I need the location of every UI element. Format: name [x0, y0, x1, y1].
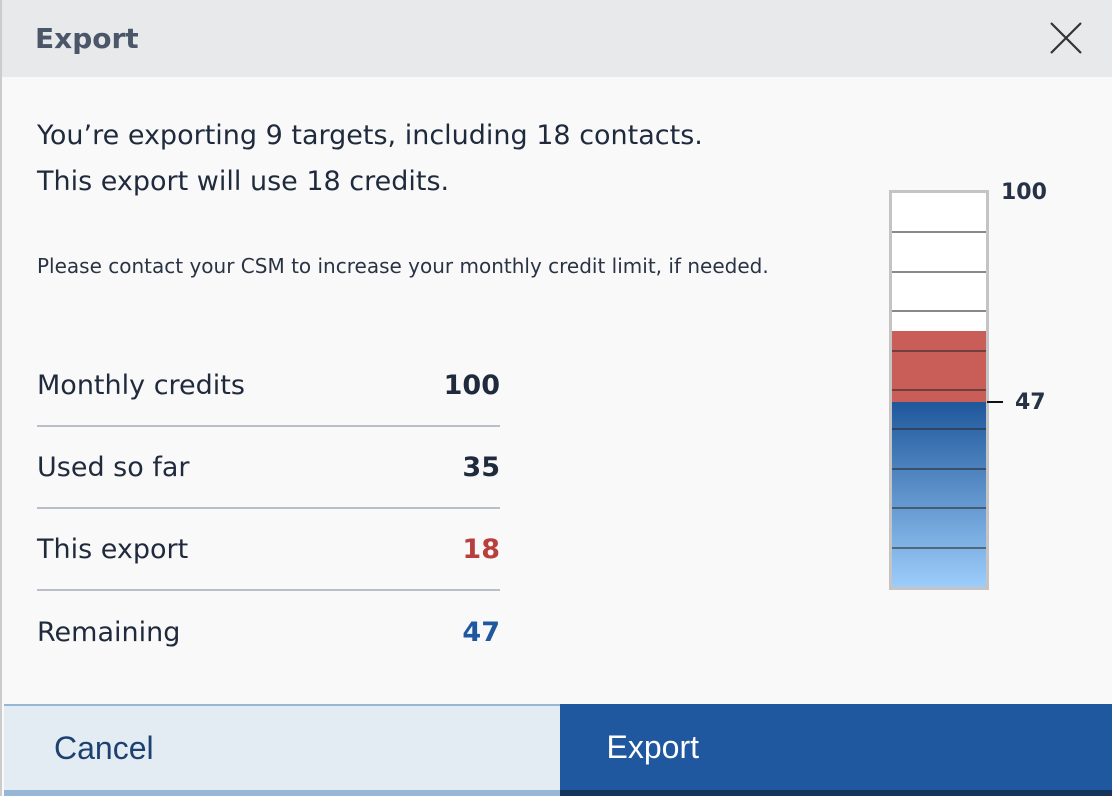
export-summary: You’re exporting 9 targets, including 18… [37, 113, 703, 205]
gauge-max-label: 100 [1001, 180, 1047, 205]
gauge-tick [892, 389, 986, 391]
gauge-remaining-marker [987, 400, 1003, 403]
summary-line-1: You’re exporting 9 targets, including 18… [37, 120, 703, 151]
credit-gauge [889, 190, 989, 590]
row-label: Used so far [37, 451, 190, 483]
csm-note: Please contact your CSM to increase your… [37, 254, 769, 278]
export-button[interactable]: Export [559, 704, 1112, 796]
row-value: 35 [462, 451, 500, 483]
gauge-tick [892, 546, 986, 549]
credits-table: Monthly credits 100 Used so far 35 This ex… [37, 345, 500, 673]
dialog-title: Export [35, 22, 139, 55]
credits-row-this-export: This export 18 [37, 509, 500, 591]
gauge-tick [892, 310, 986, 313]
gauge-tick [892, 467, 986, 470]
row-value: 47 [462, 616, 500, 648]
gauge-tick [892, 428, 986, 431]
row-value: 18 [462, 533, 500, 565]
gauge-this-export-fill [892, 330, 986, 402]
dialog-footer: Cancel Export [4, 704, 1112, 796]
row-label: Remaining [37, 616, 181, 648]
credits-row-monthly: Monthly credits 100 [37, 345, 500, 427]
summary-line-2: This export will use 18 credits. [37, 166, 450, 197]
gauge-tick [892, 349, 986, 352]
credits-row-remaining: Remaining 47 [37, 591, 500, 673]
gauge-remaining-label: 47 [1015, 389, 1046, 415]
credits-row-used: Used so far 35 [37, 427, 500, 509]
gauge-remaining-fill [892, 401, 986, 587]
row-value: 100 [443, 369, 500, 401]
close-icon[interactable] [1048, 20, 1084, 56]
gauge-tick [892, 231, 986, 234]
row-label: This export [37, 533, 189, 565]
gauge-tick [892, 270, 986, 273]
dialog-header: Export [2, 0, 1112, 77]
gauge-tick [892, 507, 986, 510]
cancel-button[interactable]: Cancel [4, 704, 560, 796]
row-label: Monthly credits [37, 369, 245, 401]
